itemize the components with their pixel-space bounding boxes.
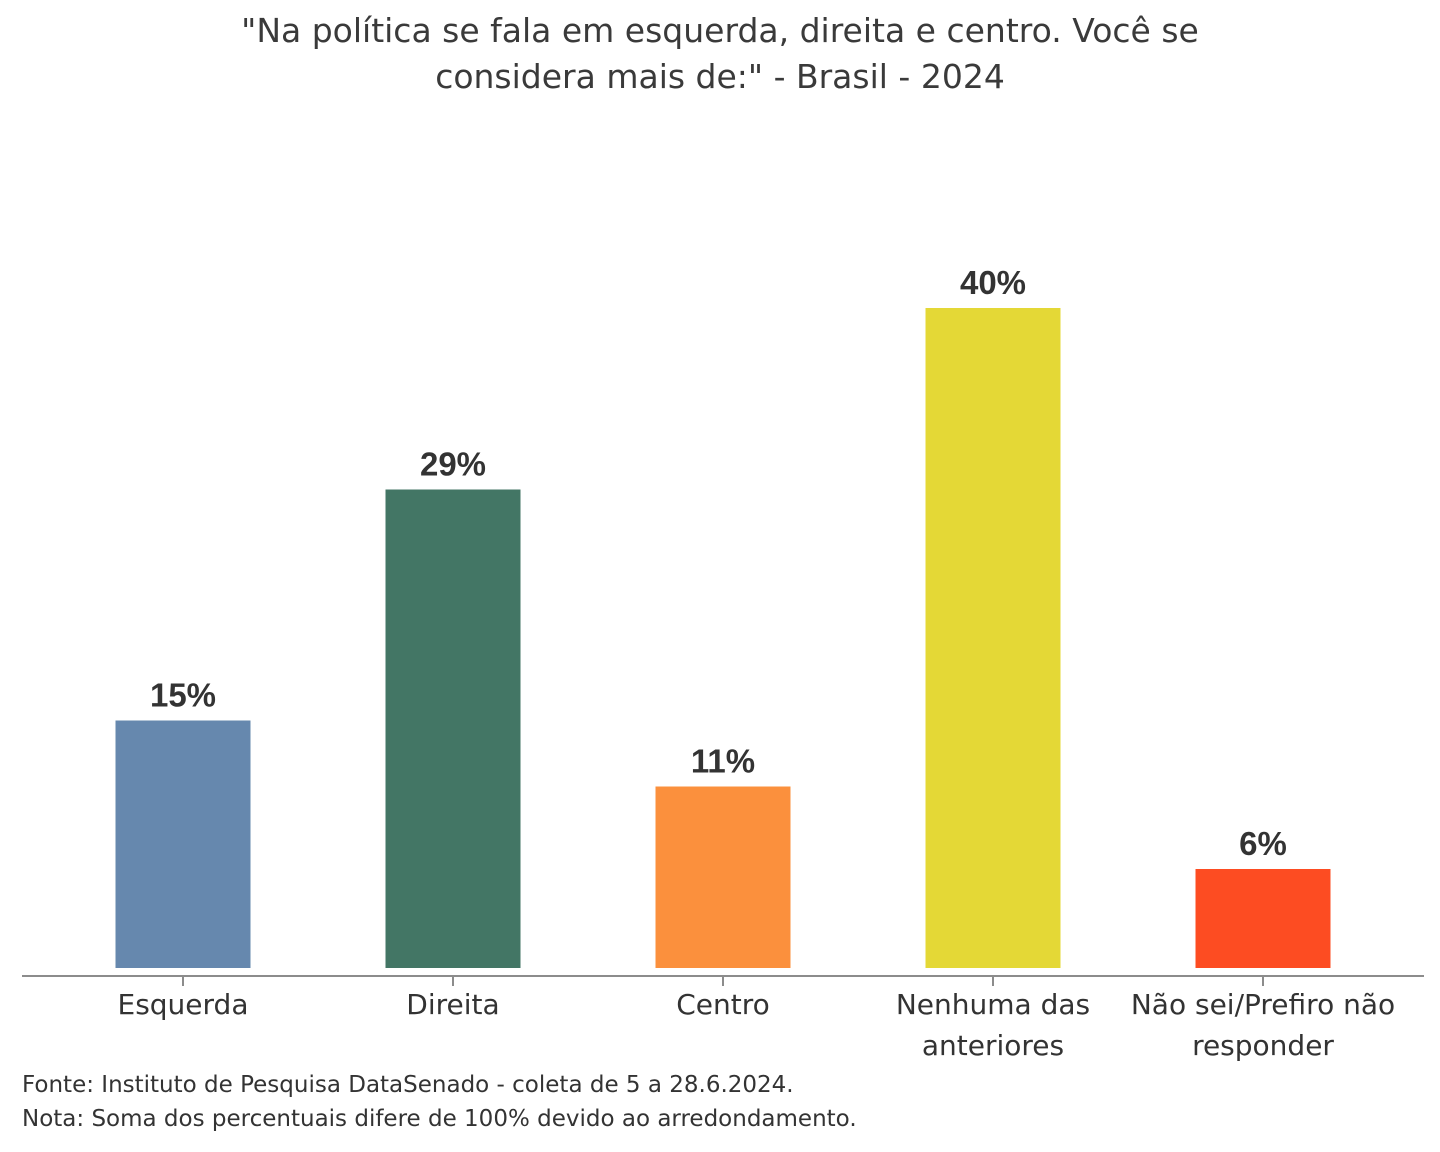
bar-1 [385, 489, 521, 968]
value-label-1: 29% [420, 446, 486, 483]
bar-0 [115, 720, 251, 968]
x-axis-ticks-group [182, 976, 1264, 986]
value-label-2: 11% [691, 743, 755, 780]
bar-chart: 15% 29% 11% 40% 6% Esquerda Direita Centro Nenh… [22, 264, 1424, 1062]
value-label-3: 40% [960, 264, 1026, 301]
chart-title-line-1: "Na política se fala em esquerda, direit… [241, 11, 1199, 50]
category-label-0-line-0: Esquerda [118, 988, 249, 1021]
category-label-2-line-0: Centro [676, 988, 770, 1021]
chart-title: "Na política se fala em esquerda, direit… [0, 8, 1440, 100]
source-footnote: Fonte: Instituto de Pesquisa DataSenado … [22, 1072, 794, 1098]
category-labels-group: Esquerda Direita Centro Nenhuma das anterior… [118, 988, 1396, 1062]
value-label-0: 15% [150, 677, 216, 714]
bar-2 [655, 786, 791, 968]
value-labels-group: 15% 29% 11% 40% 6% [150, 264, 1287, 862]
bar-4 [1195, 869, 1331, 968]
category-label-4-line-1: responder [1192, 1029, 1334, 1062]
bars-group [115, 308, 1331, 968]
category-label-3-line-1: anteriores [922, 1029, 1064, 1062]
category-label-3-line-0: Nenhuma das [896, 988, 1090, 1021]
chart-title-line-2: considera mais de:" - Brasil - 2024 [435, 57, 1005, 96]
category-label-4-line-0: Não sei/Prefiro não [1131, 988, 1395, 1021]
value-label-4: 6% [1239, 825, 1287, 862]
category-label-1-line-0: Direita [406, 988, 499, 1021]
note-footnote: Nota: Soma dos percentuais difere de 100… [22, 1106, 857, 1132]
bar-3 [925, 308, 1061, 968]
